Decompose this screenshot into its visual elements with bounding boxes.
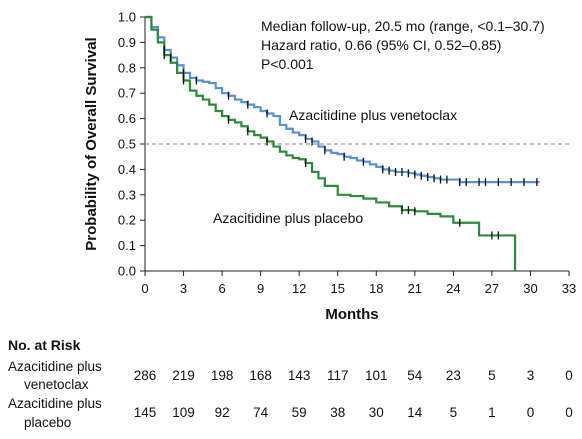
y-tick-label: 0.6: [118, 111, 136, 126]
y-tick-label: 0.3: [118, 187, 136, 202]
risk-value: 5: [450, 405, 458, 420]
risk-row-label: Azacitidine plus: [8, 359, 102, 374]
x-tick-label: 3: [180, 281, 187, 296]
y-tick-label: 1.0: [118, 10, 136, 25]
risk-row-label: Azacitidine plus: [8, 396, 102, 411]
risk-value: 74: [253, 405, 269, 420]
risk-value: 145: [134, 405, 157, 420]
risk-value: 1: [488, 405, 496, 420]
risk-value: 168: [249, 368, 272, 383]
risk-value: 38: [330, 405, 345, 420]
risk-value: 3: [527, 368, 535, 383]
x-tick-label: 33: [562, 281, 576, 296]
risk-value: 14: [407, 405, 423, 420]
risk-value: 198: [211, 368, 234, 383]
y-tick-label: 0.1: [118, 238, 136, 253]
y-axis-title: Probability of Overall Survival: [83, 37, 100, 250]
x-tick-label: 24: [446, 281, 460, 296]
risk-value: 54: [407, 368, 423, 383]
x-tick-label: 12: [292, 281, 306, 296]
y-tick-label: 0.2: [118, 213, 136, 228]
x-tick-label: 27: [485, 281, 499, 296]
y-tick-label: 0.0: [118, 264, 136, 279]
x-tick-label: 21: [408, 281, 422, 296]
risk-value: 92: [215, 405, 230, 420]
y-tick-label: 0.5: [118, 137, 136, 152]
y-tick-label: 0.8: [118, 60, 136, 75]
risk-table: No. at Risk Azacitidine plus venetoclax …: [8, 337, 573, 430]
x-tick-label: 30: [523, 281, 537, 296]
series-label-venetoclax: Azacitidine plus venetoclax: [289, 107, 457, 123]
risk-value: 23: [446, 368, 461, 383]
annotation-hazard-ratio: Hazard ratio, 0.66 (95% CI, 0.52–0.85): [261, 37, 501, 53]
risk-table-title: No. at Risk: [8, 337, 81, 353]
y-tick-label: 0.7: [118, 86, 136, 101]
x-tick-label: 18: [369, 281, 383, 296]
risk-value: 286: [134, 368, 157, 383]
annotation-p-value: P<0.001: [261, 56, 314, 72]
x-axis-title: Months: [325, 306, 378, 323]
risk-value: 59: [292, 405, 307, 420]
risk-value: 0: [565, 368, 573, 383]
risk-value: 101: [365, 368, 388, 383]
risk-value: 219: [172, 368, 195, 383]
y-tick-label: 0.4: [118, 162, 136, 177]
x-tick-label: 6: [218, 281, 225, 296]
x-tick-label: 9: [257, 281, 264, 296]
ticks: 0 3 6 9 12 15 18 21 24 27 30 33 0.0 0.1 0.2 0.3 0.4 0.5 0.…: [118, 10, 576, 297]
risk-value: 0: [527, 405, 535, 420]
x-tick-label: 15: [330, 281, 344, 296]
x-tick-label: 0: [141, 281, 148, 296]
risk-row-label: placebo: [24, 415, 71, 430]
risk-value: 0: [565, 405, 573, 420]
risk-value: 30: [369, 405, 384, 420]
risk-value: 143: [288, 368, 311, 383]
y-tick-label: 0.9: [118, 35, 136, 50]
censor-marks: [163, 46, 538, 240]
annotation-median-followup: Median follow-up, 20.5 mo (range, <0.1–3…: [261, 18, 545, 34]
risk-row-label: venetoclax: [24, 377, 89, 392]
risk-value: 5: [488, 368, 496, 383]
risk-value: 117: [327, 368, 349, 383]
risk-value: 109: [172, 405, 195, 420]
series-label-placebo: Azacitidine plus placebo: [213, 210, 363, 226]
